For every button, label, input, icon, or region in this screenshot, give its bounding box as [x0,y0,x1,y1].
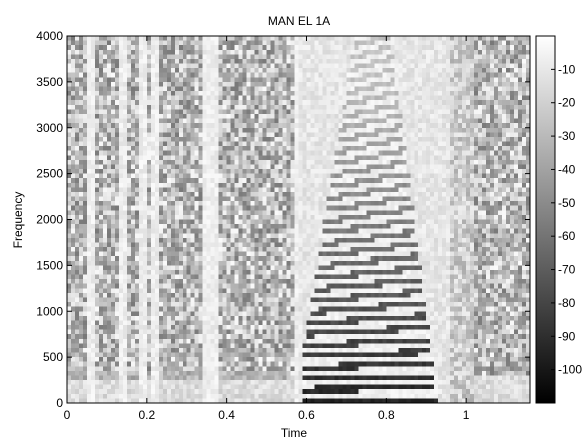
y-tick-label: 1000 [36,304,63,318]
colorbar-gradient [536,36,555,403]
colorbar-tick-label: -10 [558,62,576,76]
y-tick-label: 1500 [36,258,63,272]
y-tick-label: 2500 [36,167,63,181]
x-tick-label: 0.2 [138,408,155,422]
chart-title: MAN EL 1A [268,14,330,28]
spectrogram-image [67,36,530,403]
colorbar-ticks: -10 -20 -30 -40 -50 -60 -70 -80 -90 -100 [551,62,582,377]
colorbar-tick-label: -20 [558,96,576,110]
x-tick-label: 0 [64,408,71,422]
colorbar-frame [535,35,556,404]
y-tick-label: 3000 [36,121,63,135]
colorbar-tick-label: -30 [558,129,576,143]
colorbar-tick-label: -90 [558,329,576,343]
y-axis-label: Frequency [11,192,25,249]
colorbar-tick-label: -50 [558,196,576,210]
y-tick-label: 500 [43,350,63,364]
y-tick-label: 2000 [36,213,63,227]
x-tick-label: 0.6 [298,408,315,422]
y-axis-ticks: 0 500 1000 1500 2000 2500 3000 3500 4000 [36,29,530,410]
spectrogram-heatmap [67,36,530,403]
x-axis-ticks: 0 0.2 0.4 0.6 0.8 1 [64,36,470,422]
colorbar-tick-label: -60 [558,229,576,243]
colorbar-tick-label: -100 [558,363,582,377]
x-tick-label: 0.4 [218,408,235,422]
x-tick-label: 1 [463,408,470,422]
colorbar-tick-label: -80 [558,296,576,310]
y-tick-label: 4000 [36,29,63,43]
y-tick-label: 3500 [36,75,63,89]
colorbar [536,36,555,403]
x-tick-label: 0.8 [378,408,395,422]
y-tick-label: 0 [56,396,63,410]
colorbar-tick-label: -70 [558,263,576,277]
x-axis-label: Time [281,426,308,440]
colorbar-tick-label: -40 [558,162,576,176]
